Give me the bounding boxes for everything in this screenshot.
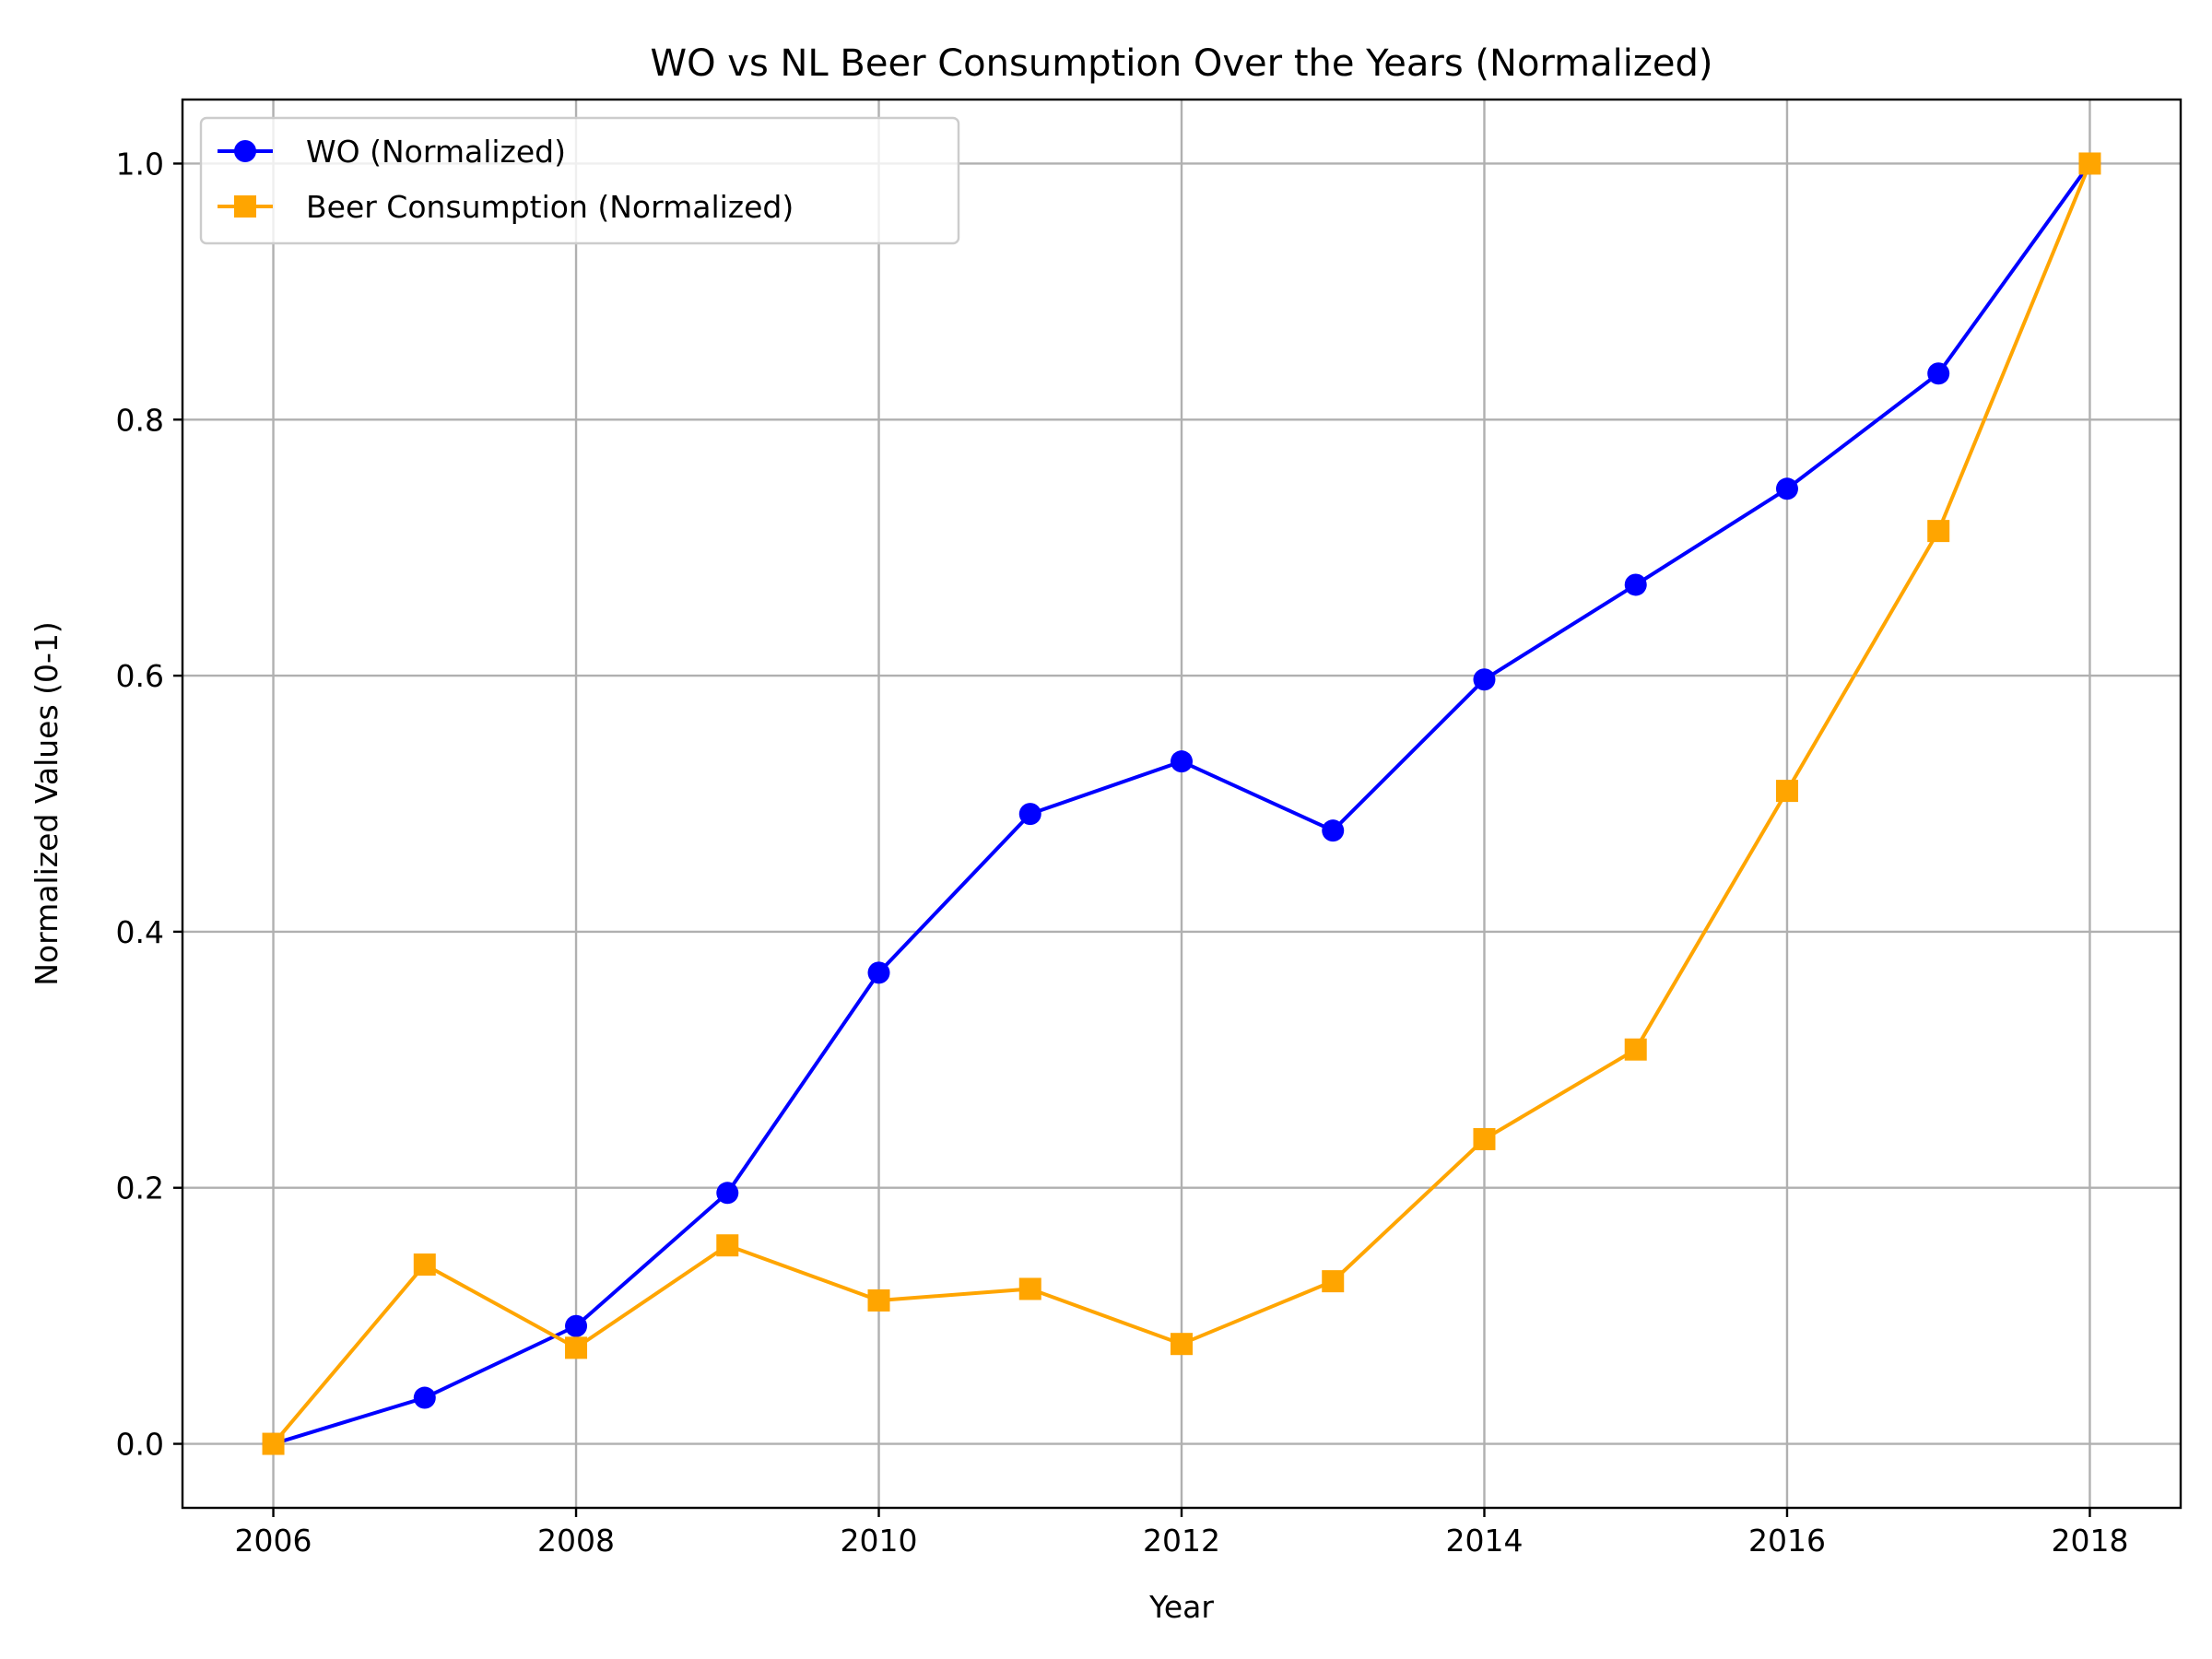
x-tick-label: 2018 [2051,1523,2128,1559]
x-axis-label: Year [1148,1589,1214,1625]
y-tick-label: 0.6 [116,658,164,694]
data-point [565,1336,588,1359]
data-point [867,961,890,984]
data-point [1171,750,1193,773]
data-point [2078,152,2101,175]
legend: WO (Normalized) Beer Consumption (Normali… [199,116,960,245]
data-point [1624,573,1647,596]
series-1 [262,152,2101,1455]
data-point [413,1253,436,1277]
y-axis-label: Normalized Values (0-1) [29,621,65,986]
x-tick-label: 2008 [537,1523,615,1559]
chart-title: WO vs NL Beer Consumption Over the Years… [651,42,1713,85]
grid [182,100,2181,1508]
legend-marker [234,195,256,218]
data-point [1018,803,1041,826]
data-point [262,1432,285,1455]
data-point [1624,1038,1647,1061]
legend-item: Beer Consumption (Normalized) [218,189,794,225]
data-point [1322,819,1345,842]
legend-box [199,116,960,245]
data-point [1322,1270,1345,1293]
legend-label: WO (Normalized) [306,134,566,170]
x-tick-label: 2006 [235,1523,312,1559]
data-point [413,1386,436,1409]
axis-ticks: 2006 2008 2010 2012 2014 2016 2018 0.0 0.2 0.4 0.6… [116,146,2129,1559]
data-point [1473,668,1496,691]
data-point [1171,1333,1193,1356]
data-point [1018,1277,1041,1300]
data-point [1775,477,1798,500]
x-tick-label: 2014 [1445,1523,1523,1559]
data-point [716,1182,739,1205]
data-point [716,1234,739,1257]
y-tick-label: 1.0 [116,146,164,182]
data-point [1927,362,1950,385]
legend-item: WO (Normalized) [218,134,566,170]
y-tick-label: 0.8 [116,402,164,438]
data-point [1473,1127,1496,1150]
x-tick-label: 2012 [1143,1523,1220,1559]
data-point [565,1314,588,1337]
series-2 [262,152,2101,1455]
legend-label: Beer Consumption (Normalized) [306,189,794,225]
y-tick-label: 0.2 [116,1171,164,1206]
data-point [1775,780,1798,803]
y-tick-label: 0.4 [116,914,164,950]
legend-marker [234,140,256,162]
y-tick-label: 0.0 [116,1427,164,1463]
data-point [867,1288,890,1312]
data-point [1927,520,1950,543]
x-tick-label: 2016 [1748,1523,1826,1559]
x-tick-label: 2010 [841,1523,918,1559]
series-layer [262,152,2101,1455]
